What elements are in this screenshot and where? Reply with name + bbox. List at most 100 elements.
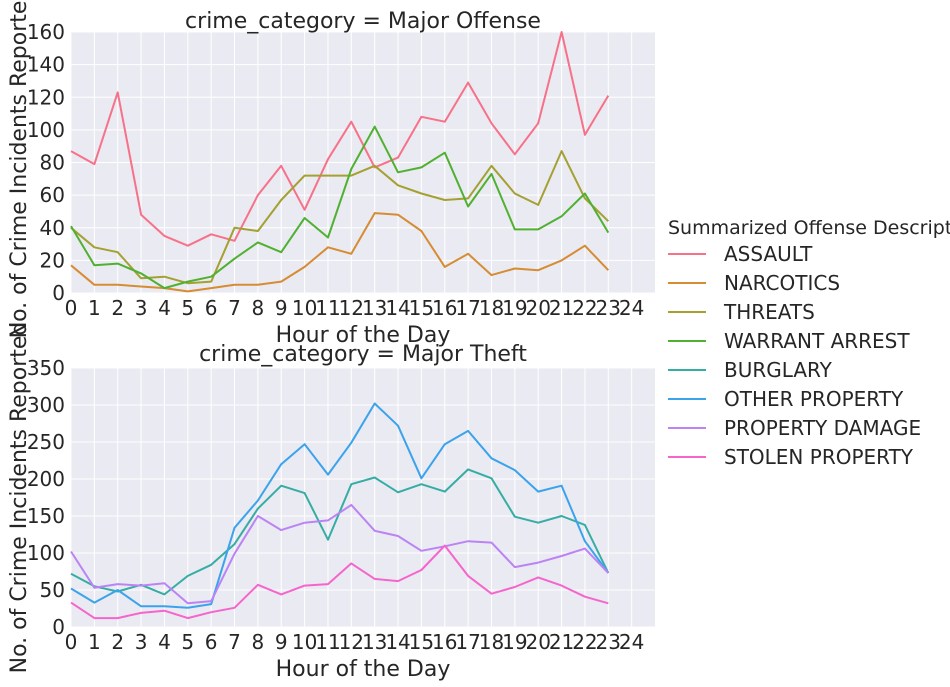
- x-tick-label: 20: [525, 630, 550, 654]
- x-tick-label: 12: [339, 630, 364, 654]
- x-tick-label: 12: [339, 296, 364, 320]
- series-line-assault: [70, 31, 610, 247]
- x-tick-label: 20: [525, 296, 550, 320]
- x-tick-label: 3: [135, 630, 148, 654]
- y-tick-label: 150: [27, 504, 65, 528]
- x-tick-label: 17: [455, 630, 480, 654]
- x-tick-label: 23: [596, 630, 621, 654]
- y-tick-label: 140: [27, 53, 65, 77]
- major-theft-y-axis-label: No. of Crime Incidents Reported: [7, 322, 32, 674]
- legend: Summarized Offense Description ASSAULT NA…: [668, 217, 950, 469]
- x-tick-label: 4: [158, 296, 171, 320]
- y-tick-label: 60: [40, 183, 65, 207]
- y-tick-label: 0: [52, 281, 65, 305]
- legend-label: NARCOTICS: [724, 271, 840, 295]
- x-tick-label: 6: [205, 630, 218, 654]
- x-tick-label: 7: [228, 630, 241, 654]
- legend-label: THREATS: [723, 300, 815, 324]
- y-tick-label: 0: [52, 615, 65, 639]
- major-offense-grid: [70, 31, 655, 294]
- series-line-other-property: [70, 402, 610, 609]
- legend-label: ASSAULT: [724, 242, 813, 266]
- series-line-stolen-property: [70, 544, 609, 620]
- y-tick-label: 200: [27, 467, 65, 491]
- x-tick-label: 13: [362, 296, 387, 320]
- y-tick-label: 100: [27, 541, 65, 565]
- legend-label: WARRANT ARREST: [724, 329, 910, 353]
- x-tick-label: 8: [252, 630, 265, 654]
- x-tick-label: 22: [572, 630, 597, 654]
- x-tick-label: 5: [181, 630, 194, 654]
- x-tick-label: 18: [479, 296, 504, 320]
- major-theft-x-axis-label: Hour of the Day: [276, 657, 451, 682]
- x-tick-label: 7: [228, 296, 241, 320]
- x-tick-label: 0: [65, 630, 78, 654]
- x-tick-label: 21: [549, 296, 574, 320]
- x-tick-label: 18: [479, 630, 504, 654]
- x-tick-label: 21: [549, 630, 574, 654]
- y-tick-label: 100: [27, 118, 65, 142]
- x-tick-label: 2: [111, 630, 124, 654]
- major-theft-y-ticks: 0 50 100 150 200 250 300 350: [27, 356, 65, 639]
- legend-entries: ASSAULT NARCOTICS THREATS WARRANT ARREST BUR…: [668, 242, 921, 469]
- x-tick-label: 3: [135, 296, 148, 320]
- series-line-narcotics: [70, 212, 610, 293]
- x-tick-label: 15: [409, 630, 434, 654]
- major-offense-y-axis-label: No. of Crime Incidents Reported: [7, 0, 32, 338]
- major-theft-grid: [70, 367, 655, 628]
- y-tick-label: 20: [40, 248, 65, 272]
- y-tick-label: 350: [27, 356, 65, 380]
- x-tick-label: 14: [385, 630, 410, 654]
- x-tick-label: 15: [409, 296, 434, 320]
- legend-title: Summarized Offense Description: [668, 217, 950, 239]
- y-tick-label: 250: [27, 430, 65, 454]
- y-tick-label: 80: [40, 151, 65, 175]
- x-tick-label: 24: [619, 630, 644, 654]
- x-tick-label: 16: [432, 630, 457, 654]
- x-tick-label: 14: [385, 296, 410, 320]
- y-tick-label: 300: [27, 393, 65, 417]
- x-tick-label: 9: [275, 296, 288, 320]
- y-tick-label: 160: [27, 20, 65, 44]
- x-tick-label: 0: [65, 296, 78, 320]
- series-line-warrant-arrest: [70, 125, 610, 290]
- legend-label: BURGLARY: [724, 358, 833, 382]
- x-tick-label: 11: [315, 296, 340, 320]
- x-tick-label: 1: [88, 630, 101, 654]
- legend-label: PROPERTY DAMAGE: [724, 416, 921, 440]
- y-tick-label: 50: [40, 578, 65, 602]
- major-theft-title: crime_category = Major Theft: [199, 342, 527, 367]
- x-tick-label: 19: [502, 630, 527, 654]
- x-tick-label: 10: [292, 630, 317, 654]
- major-offense-series: [70, 31, 610, 293]
- x-tick-label: 8: [252, 296, 265, 320]
- x-tick-label: 4: [158, 630, 171, 654]
- y-tick-label: 120: [27, 85, 65, 109]
- x-tick-label: 16: [432, 296, 457, 320]
- major-theft-series: [70, 402, 610, 620]
- x-tick-label: 13: [362, 630, 387, 654]
- x-tick-label: 19: [502, 296, 527, 320]
- major-offense-y-ticks: 0 20 40 60 80 100 120 140 160: [27, 20, 65, 305]
- x-tick-label: 22: [572, 296, 597, 320]
- legend-label: STOLEN PROPERTY: [724, 445, 914, 469]
- x-tick-label: 17: [455, 296, 480, 320]
- x-tick-label: 6: [205, 296, 218, 320]
- legend-label: OTHER PROPERTY: [724, 387, 904, 411]
- x-tick-label: 1: [88, 296, 101, 320]
- x-tick-label: 11: [315, 630, 340, 654]
- x-tick-label: 9: [275, 630, 288, 654]
- series-line-threats: [70, 150, 609, 285]
- x-tick-label: 23: [596, 296, 621, 320]
- x-tick-label: 10: [292, 296, 317, 320]
- major-offense-x-axis-label: Hour of the Day: [276, 323, 451, 348]
- y-tick-label: 40: [40, 216, 65, 240]
- series-line-property-damage: [70, 503, 610, 605]
- x-tick-label: 2: [111, 296, 124, 320]
- x-tick-label: 24: [619, 296, 644, 320]
